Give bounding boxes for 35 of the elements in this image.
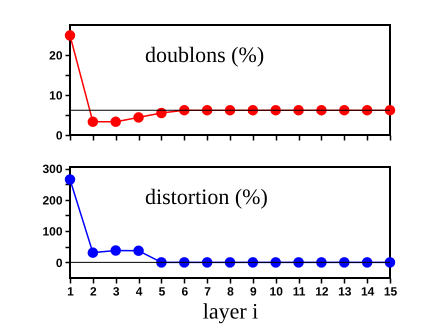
- x-tick-label: 13: [338, 284, 352, 298]
- point: [88, 116, 98, 128]
- point: [64, 174, 76, 185]
- annotation: distortion (%): [145, 184, 268, 209]
- point: [384, 104, 396, 116]
- x-tick-label: 5: [158, 284, 166, 298]
- x-tick-label: 6: [181, 284, 188, 298]
- x-tick-label: 8: [227, 284, 234, 298]
- point: [110, 116, 121, 128]
- point: [133, 112, 144, 123]
- point: [110, 245, 121, 256]
- x-tick-label: 12: [315, 284, 329, 298]
- x-tick-label: 7: [204, 284, 212, 298]
- x-tick-label: 14: [360, 284, 375, 298]
- x-tick-label: 10: [270, 284, 284, 298]
- x-tick-label: 9: [250, 284, 258, 298]
- annotation: doublons (%): [145, 42, 264, 67]
- y-tick-label: 20: [49, 48, 63, 62]
- point: [88, 247, 98, 258]
- y-tick-label: 200: [42, 193, 63, 208]
- x-axis-title: layer i: [202, 298, 258, 324]
- x-tick-label: 11: [292, 284, 306, 298]
- x-tick-label: 1: [67, 284, 74, 298]
- x-tick-label: 15: [384, 284, 398, 298]
- y-tick-label: 100: [42, 224, 63, 239]
- point: [384, 257, 396, 268]
- y-tick-label: 10: [49, 88, 63, 102]
- x-tick-label: 4: [136, 284, 143, 298]
- x-tick-label: 2: [90, 284, 98, 298]
- y-tick-label: 0: [56, 256, 63, 270]
- y-tick-label: 0: [56, 128, 63, 142]
- point: [133, 246, 144, 256]
- point: [64, 30, 76, 41]
- x-tick-label: 3: [112, 284, 120, 298]
- y-tick-label: 300: [42, 162, 63, 176]
